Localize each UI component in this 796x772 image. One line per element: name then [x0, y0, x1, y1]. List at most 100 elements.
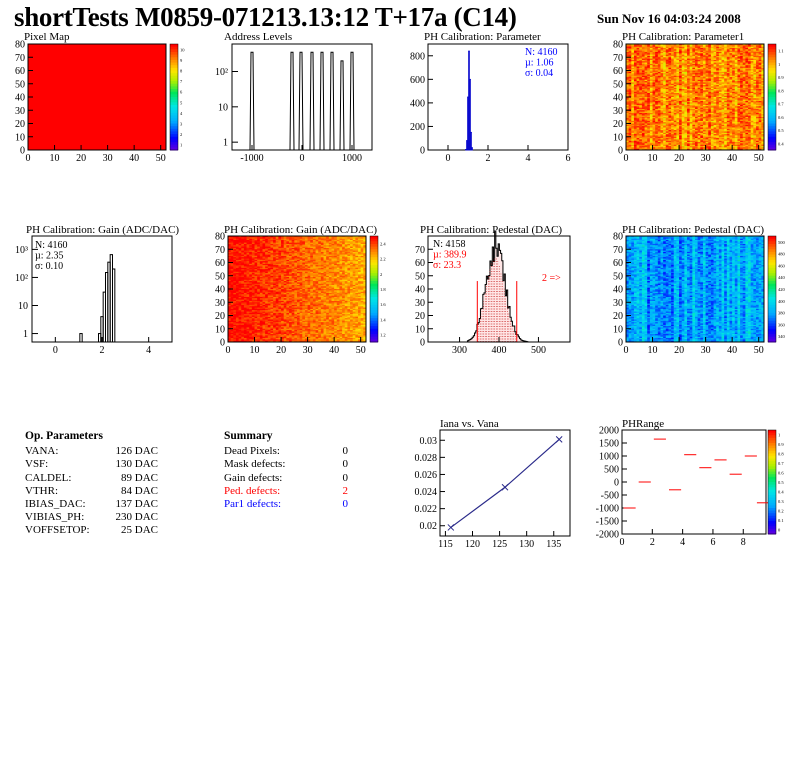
y-tick-label: 70: [613, 245, 623, 256]
colorbar-cell: [768, 326, 776, 330]
colorbar-cell: [768, 110, 776, 114]
op-param-value: 137 DAC: [115, 497, 158, 510]
gain-map-chart: 0 10 20 30 40 50010203040506070802.42.221.81.…: [215, 232, 386, 357]
z-colorbar: [767, 235, 777, 343]
y-tick-label: 1000: [599, 452, 619, 463]
y-tick-label: 200: [410, 122, 425, 133]
x-tick-label: 20: [276, 345, 286, 356]
z-colorbar: [767, 43, 777, 151]
stat-label: µ: 2.35: [35, 251, 64, 262]
x-tick-label: 125: [492, 539, 507, 550]
y-tick-label: 30: [415, 298, 425, 309]
y-tick-label: 500: [604, 465, 619, 476]
colorbar-cell: [370, 302, 378, 306]
x-tick-label: 8: [741, 537, 746, 548]
colorbar-cell: [370, 307, 378, 311]
colorbar-cell: [768, 144, 776, 148]
colorbar-cell: [170, 81, 178, 85]
y-tick-label: 400: [410, 98, 425, 109]
colorbar-cell: [370, 339, 378, 343]
hist-bar: [471, 147, 473, 151]
op-param-value: 126 DAC: [115, 445, 158, 458]
op-param-row: IBIAS_DAC: 137 DAC: [25, 498, 158, 511]
hist-bar: [79, 333, 83, 343]
colorbar-cell: [370, 259, 378, 263]
colorbar-cell: [170, 54, 178, 58]
x-tick-label: 20: [76, 153, 86, 164]
colorbar-cell: [768, 323, 776, 327]
op-param-name: VSF:: [25, 458, 49, 471]
colorbar-tick-label: 10: [180, 47, 185, 52]
z-colorbar: [169, 43, 179, 151]
colorbar-tick-label: 0: [778, 527, 781, 532]
x-tick-label: 4: [146, 345, 151, 356]
address-peak: [339, 60, 345, 151]
address-peak: [298, 51, 304, 151]
colorbar-cell: [768, 270, 776, 274]
iana-vana-title: Iana vs. Vana: [440, 418, 499, 430]
y-tick-label: 10²: [215, 67, 228, 78]
colorbar-cell: [768, 331, 776, 335]
colorbar-cell: [768, 531, 776, 535]
colorbar-cell: [768, 51, 776, 56]
plot-frame: [427, 43, 569, 151]
y-tick-label: 2000: [599, 426, 619, 437]
colorbar-cell: [170, 118, 178, 122]
colorbar-cell: [768, 99, 776, 103]
y-tick-label: 40: [415, 285, 425, 296]
y-tick-label: 80: [613, 40, 623, 51]
y-tick-label: 0.026: [415, 470, 438, 481]
heatmap-cells: [626, 236, 765, 343]
colorbar-cell: [768, 469, 776, 473]
y-tick-label: 60: [215, 258, 225, 269]
colorbar-tick-label: 1: [180, 143, 182, 148]
y-tick-label: 0: [614, 478, 619, 489]
colorbar-cell: [768, 458, 776, 462]
colorbar-cell: [768, 65, 776, 69]
op-param-value: 84 DAC: [121, 484, 158, 497]
op-param-value: 130 DAC: [115, 458, 158, 471]
y-tick-label: 60: [15, 66, 25, 77]
y-tick-label: 10: [613, 132, 623, 143]
y-tick-label: 0: [20, 146, 25, 157]
colorbar-cell: [170, 59, 178, 64]
stat-label: N: 4158: [433, 239, 466, 250]
x-tick-label: 30: [103, 153, 113, 164]
y-tick-label: 40: [613, 93, 623, 104]
heatmap-cells: [228, 236, 367, 343]
y-tick-label: -500: [601, 491, 619, 502]
colorbar-cell: [370, 257, 378, 261]
colorbar-cell: [170, 144, 178, 148]
colorbar-cell: [768, 286, 776, 290]
colorbar-cell: [768, 120, 776, 124]
op-param-value: 89 DAC: [121, 471, 158, 484]
y-tick-label: 80: [613, 232, 623, 243]
y-tick-label: 70: [215, 245, 225, 256]
x-tick-label: 40: [727, 153, 737, 164]
colorbar-cell: [370, 334, 378, 338]
colorbar-tick-label: 2.2: [380, 257, 386, 262]
colorbar-cell: [170, 97, 178, 101]
colorbar-cell: [170, 75, 178, 79]
y-tick-label: 800: [410, 51, 425, 62]
y-tick-label: 40: [15, 93, 25, 104]
colorbar-cell: [768, 289, 776, 293]
colorbar-cell: [768, 262, 776, 266]
colorbar-tick-label: 0.1: [778, 518, 784, 523]
colorbar-cell: [768, 249, 776, 253]
colorbar-tick-label: 0.9: [778, 442, 784, 447]
y-tick-label: 10²: [15, 273, 28, 284]
op-param-row: VANA: 126 DAC: [25, 445, 158, 458]
colorbar-cell: [768, 75, 776, 79]
colorbar-cell: [170, 107, 178, 111]
colorbar-cell: [768, 107, 776, 111]
colorbar-cell: [768, 466, 776, 470]
colorbar-cell: [170, 128, 178, 132]
stat-label: µ: 1.06: [525, 58, 554, 69]
colorbar-cell: [768, 142, 776, 146]
colorbar-cell: [768, 312, 776, 316]
colorbar-cell: [370, 246, 378, 250]
colorbar-cell: [170, 46, 178, 50]
colorbar-cell: [768, 147, 776, 151]
x-tick-label: 10: [648, 345, 658, 356]
